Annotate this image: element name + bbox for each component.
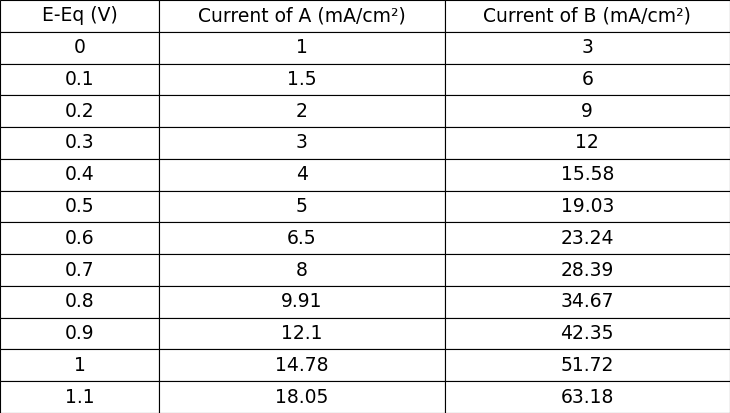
Bar (445, 349, 730, 381)
Bar (0, 159, 159, 191)
Bar (445, 64, 730, 95)
Text: 1.1: 1.1 (65, 388, 94, 407)
Text: 2: 2 (296, 102, 308, 121)
Bar (0, 32, 159, 64)
Bar (445, 95, 730, 127)
Text: 0.9: 0.9 (65, 324, 94, 343)
Bar (445, 318, 730, 349)
Text: 8: 8 (296, 261, 308, 280)
Text: 5: 5 (296, 197, 308, 216)
Bar (159, 32, 445, 64)
Text: 0.5: 0.5 (65, 197, 94, 216)
Bar (0, 127, 159, 159)
Bar (445, 0, 730, 32)
Bar (159, 95, 445, 127)
Bar (0, 222, 159, 254)
Text: 0.1: 0.1 (65, 70, 94, 89)
Text: 12: 12 (575, 133, 599, 152)
Bar (445, 222, 730, 254)
Text: 18.05: 18.05 (275, 388, 328, 407)
Text: 0.7: 0.7 (65, 261, 94, 280)
Text: 9: 9 (581, 102, 593, 121)
Text: 0.6: 0.6 (65, 229, 94, 248)
Text: Current of A (mA/cm²): Current of A (mA/cm²) (198, 6, 406, 25)
Text: 19.03: 19.03 (561, 197, 614, 216)
Text: 1.5: 1.5 (287, 70, 317, 89)
Text: Current of B (mA/cm²): Current of B (mA/cm²) (483, 6, 691, 25)
Bar (159, 318, 445, 349)
Bar (445, 32, 730, 64)
Bar (0, 191, 159, 222)
Bar (159, 0, 445, 32)
Text: 0.2: 0.2 (65, 102, 94, 121)
Text: 1: 1 (74, 356, 85, 375)
Text: 0.3: 0.3 (65, 133, 94, 152)
Bar (0, 0, 159, 32)
Bar (0, 286, 159, 318)
Text: 3: 3 (296, 133, 308, 152)
Text: 3: 3 (581, 38, 593, 57)
Text: 12.1: 12.1 (281, 324, 323, 343)
Text: 42.35: 42.35 (561, 324, 614, 343)
Bar (159, 254, 445, 286)
Text: 0.8: 0.8 (65, 292, 94, 311)
Text: 0.4: 0.4 (65, 165, 94, 184)
Text: 14.78: 14.78 (275, 356, 328, 375)
Bar (159, 381, 445, 413)
Bar (0, 318, 159, 349)
Bar (0, 64, 159, 95)
Text: 4: 4 (296, 165, 308, 184)
Bar (445, 254, 730, 286)
Text: 28.39: 28.39 (561, 261, 614, 280)
Text: 6: 6 (581, 70, 593, 89)
Bar (159, 286, 445, 318)
Bar (159, 222, 445, 254)
Text: 1: 1 (296, 38, 308, 57)
Bar (445, 191, 730, 222)
Text: 6.5: 6.5 (287, 229, 317, 248)
Text: 51.72: 51.72 (561, 356, 614, 375)
Bar (159, 349, 445, 381)
Text: 63.18: 63.18 (561, 388, 614, 407)
Bar (445, 286, 730, 318)
Bar (0, 381, 159, 413)
Bar (159, 191, 445, 222)
Bar (0, 349, 159, 381)
Bar (159, 127, 445, 159)
Text: 15.58: 15.58 (561, 165, 614, 184)
Text: 9.91: 9.91 (281, 292, 323, 311)
Bar (159, 64, 445, 95)
Bar (445, 159, 730, 191)
Text: 34.67: 34.67 (561, 292, 614, 311)
Bar (0, 254, 159, 286)
Bar (445, 381, 730, 413)
Bar (0, 95, 159, 127)
Text: 0: 0 (74, 38, 85, 57)
Bar (445, 127, 730, 159)
Text: E-Eq (V): E-Eq (V) (42, 6, 118, 25)
Bar (159, 159, 445, 191)
Text: 23.24: 23.24 (561, 229, 614, 248)
